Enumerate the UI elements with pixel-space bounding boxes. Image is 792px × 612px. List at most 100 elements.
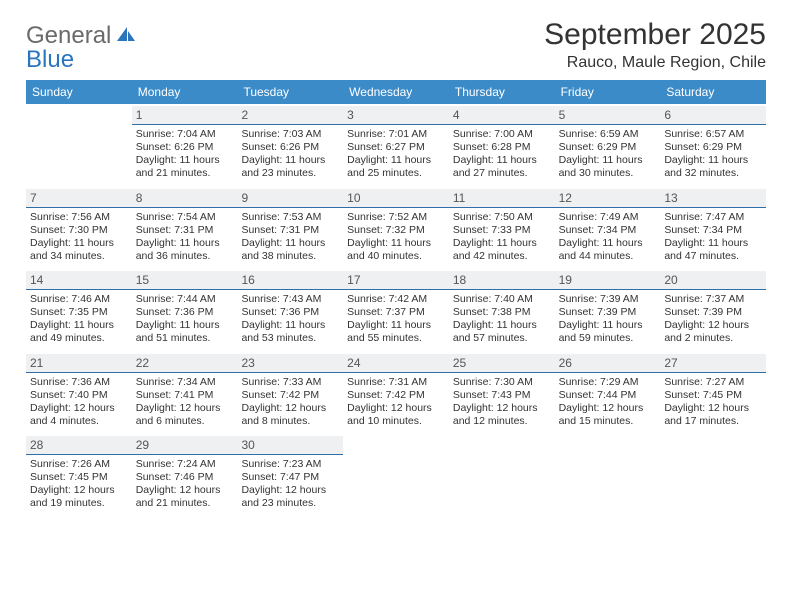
sunset-text: Sunset: 7:34 PM bbox=[559, 224, 657, 237]
dow-sunday: Sunday bbox=[26, 80, 132, 104]
day-number: 23 bbox=[237, 354, 343, 373]
calendar-cell: 27Sunrise: 7:27 AMSunset: 7:45 PMDayligh… bbox=[660, 352, 766, 435]
day-number: 7 bbox=[26, 189, 132, 208]
location-subtitle: Rauco, Maule Region, Chile bbox=[544, 54, 766, 72]
sunset-text: Sunset: 7:45 PM bbox=[664, 389, 762, 402]
daylight-text: Daylight: 11 hours and 47 minutes. bbox=[664, 237, 762, 263]
daylight-text: Daylight: 11 hours and 51 minutes. bbox=[136, 319, 234, 345]
sunrise-text: Sunrise: 7:33 AM bbox=[241, 376, 339, 389]
daylight-text: Daylight: 12 hours and 21 minutes. bbox=[136, 484, 234, 510]
calendar-cell: 2Sunrise: 7:03 AMSunset: 6:26 PMDaylight… bbox=[237, 104, 343, 187]
day-number: 26 bbox=[555, 354, 661, 373]
day-number: 11 bbox=[449, 189, 555, 208]
daylight-text: Daylight: 12 hours and 15 minutes. bbox=[559, 402, 657, 428]
daylight-text: Daylight: 11 hours and 21 minutes. bbox=[136, 154, 234, 180]
calendar-cell: 4Sunrise: 7:00 AMSunset: 6:28 PMDaylight… bbox=[449, 104, 555, 187]
sunrise-text: Sunrise: 7:29 AM bbox=[559, 376, 657, 389]
daylight-text: Daylight: 11 hours and 42 minutes. bbox=[453, 237, 551, 263]
sunrise-text: Sunrise: 7:03 AM bbox=[241, 128, 339, 141]
calendar-cell: 24Sunrise: 7:31 AMSunset: 7:42 PMDayligh… bbox=[343, 352, 449, 435]
sunset-text: Sunset: 6:27 PM bbox=[347, 141, 445, 154]
day-of-week-header: SundayMondayTuesdayWednesdayThursdayFrid… bbox=[26, 80, 766, 104]
sunrise-text: Sunrise: 7:56 AM bbox=[30, 211, 128, 224]
sunrise-text: Sunrise: 6:59 AM bbox=[559, 128, 657, 141]
calendar-cell: 16Sunrise: 7:43 AMSunset: 7:36 PMDayligh… bbox=[237, 269, 343, 352]
sunrise-text: Sunrise: 7:46 AM bbox=[30, 293, 128, 306]
calendar-cell bbox=[555, 434, 661, 517]
dow-thursday: Thursday bbox=[449, 80, 555, 104]
calendar-cell: 13Sunrise: 7:47 AMSunset: 7:34 PMDayligh… bbox=[660, 187, 766, 270]
calendar-cell: 29Sunrise: 7:24 AMSunset: 7:46 PMDayligh… bbox=[132, 434, 238, 517]
sunset-text: Sunset: 7:31 PM bbox=[136, 224, 234, 237]
sunset-text: Sunset: 7:42 PM bbox=[241, 389, 339, 402]
logo-word-1: General bbox=[26, 22, 111, 49]
logo-word-2: Blue bbox=[26, 46, 74, 73]
sunset-text: Sunset: 7:31 PM bbox=[241, 224, 339, 237]
week-row: 7Sunrise: 7:56 AMSunset: 7:30 PMDaylight… bbox=[26, 187, 766, 270]
calendar-cell: 10Sunrise: 7:52 AMSunset: 7:32 PMDayligh… bbox=[343, 187, 449, 270]
day-number: 15 bbox=[132, 271, 238, 290]
calendar-cell: 3Sunrise: 7:01 AMSunset: 6:27 PMDaylight… bbox=[343, 104, 449, 187]
day-number: 18 bbox=[449, 271, 555, 290]
daylight-text: Daylight: 11 hours and 59 minutes. bbox=[559, 319, 657, 345]
sunset-text: Sunset: 7:33 PM bbox=[453, 224, 551, 237]
day-number: 14 bbox=[26, 271, 132, 290]
dow-saturday: Saturday bbox=[660, 80, 766, 104]
sunset-text: Sunset: 7:40 PM bbox=[30, 389, 128, 402]
sunrise-text: Sunrise: 7:47 AM bbox=[664, 211, 762, 224]
sunrise-text: Sunrise: 7:54 AM bbox=[136, 211, 234, 224]
sunset-text: Sunset: 7:37 PM bbox=[347, 306, 445, 319]
daylight-text: Daylight: 11 hours and 25 minutes. bbox=[347, 154, 445, 180]
calendar-cell: 8Sunrise: 7:54 AMSunset: 7:31 PMDaylight… bbox=[132, 187, 238, 270]
dow-monday: Monday bbox=[132, 80, 238, 104]
sunrise-text: Sunrise: 7:49 AM bbox=[559, 211, 657, 224]
daylight-text: Daylight: 12 hours and 12 minutes. bbox=[453, 402, 551, 428]
day-number: 24 bbox=[343, 354, 449, 373]
daylight-text: Daylight: 11 hours and 38 minutes. bbox=[241, 237, 339, 263]
day-number: 25 bbox=[449, 354, 555, 373]
sunrise-text: Sunrise: 7:40 AM bbox=[453, 293, 551, 306]
calendar-cell: 9Sunrise: 7:53 AMSunset: 7:31 PMDaylight… bbox=[237, 187, 343, 270]
daylight-text: Daylight: 11 hours and 55 minutes. bbox=[347, 319, 445, 345]
calendar-cell: 26Sunrise: 7:29 AMSunset: 7:44 PMDayligh… bbox=[555, 352, 661, 435]
daylight-text: Daylight: 11 hours and 36 minutes. bbox=[136, 237, 234, 263]
header: General Blue September 2025 Rauco, Maule… bbox=[26, 18, 766, 72]
calendar-cell bbox=[343, 434, 449, 517]
daylight-text: Daylight: 12 hours and 4 minutes. bbox=[30, 402, 128, 428]
sunset-text: Sunset: 6:29 PM bbox=[559, 141, 657, 154]
sunset-text: Sunset: 7:35 PM bbox=[30, 306, 128, 319]
calendar-cell: 11Sunrise: 7:50 AMSunset: 7:33 PMDayligh… bbox=[449, 187, 555, 270]
calendar-cell: 19Sunrise: 7:39 AMSunset: 7:39 PMDayligh… bbox=[555, 269, 661, 352]
week-row: 14 Sunrise: 7:46 AMSunset: 7:35 PM Dayligh… bbox=[26, 269, 766, 352]
sunrise-text: Sunrise: 7:42 AM bbox=[347, 293, 445, 306]
day-number: 1 bbox=[132, 106, 238, 125]
page-title: September 2025 bbox=[544, 18, 766, 52]
week-row: 21Sunrise: 7:36 AMSunset: 7:40 PMDayligh… bbox=[26, 352, 766, 435]
day-number: 10 bbox=[343, 189, 449, 208]
daylight-text: Daylight: 11 hours and 40 minutes. bbox=[347, 237, 445, 263]
sunset-text: Sunset: 7:34 PM bbox=[664, 224, 762, 237]
calendar-cell: 17Sunrise: 7:42 AMSunset: 7:37 PMDayligh… bbox=[343, 269, 449, 352]
calendar-cell: 20Sunrise: 7:37 AMSunset: 7:39 PMDayligh… bbox=[660, 269, 766, 352]
sunset-text: Sunset: 7:39 PM bbox=[559, 306, 657, 319]
daylight-text: Daylight: 11 hours and 53 minutes. bbox=[241, 319, 339, 345]
sunrise-text: Sunrise: 7:53 AM bbox=[241, 211, 339, 224]
sunrise-text: Sunrise: 7:23 AM bbox=[241, 458, 339, 471]
calendar-cell: 23Sunrise: 7:33 AMSunset: 7:42 PMDayligh… bbox=[237, 352, 343, 435]
sunrise-text: Sunrise: 7:39 AM bbox=[559, 293, 657, 306]
calendar-cell: 28Sunrise: 7:26 AMSunset: 7:45 PMDayligh… bbox=[26, 434, 132, 517]
sunrise-text: Sunrise: 7:52 AM bbox=[347, 211, 445, 224]
calendar-cell: 1Sunrise: 7:04 AMSunset: 6:26 PMDaylight… bbox=[132, 104, 238, 187]
day-number: 6 bbox=[660, 106, 766, 125]
day-number: 27 bbox=[660, 354, 766, 373]
daylight-text: Daylight: 12 hours and 19 minutes. bbox=[30, 484, 128, 510]
calendar-cell: 22Sunrise: 7:34 AMSunset: 7:41 PMDayligh… bbox=[132, 352, 238, 435]
sunrise-text: Sunrise: 6:57 AM bbox=[664, 128, 762, 141]
sunrise-text: Sunrise: 7:24 AM bbox=[136, 458, 234, 471]
dow-wednesday: Wednesday bbox=[343, 80, 449, 104]
sunset-text: Sunset: 7:46 PM bbox=[136, 471, 234, 484]
sunset-text: Sunset: 7:39 PM bbox=[664, 306, 762, 319]
sunset-text: Sunset: 7:41 PM bbox=[136, 389, 234, 402]
sunset-text: Sunset: 7:38 PM bbox=[453, 306, 551, 319]
sunset-text: Sunset: 7:45 PM bbox=[30, 471, 128, 484]
